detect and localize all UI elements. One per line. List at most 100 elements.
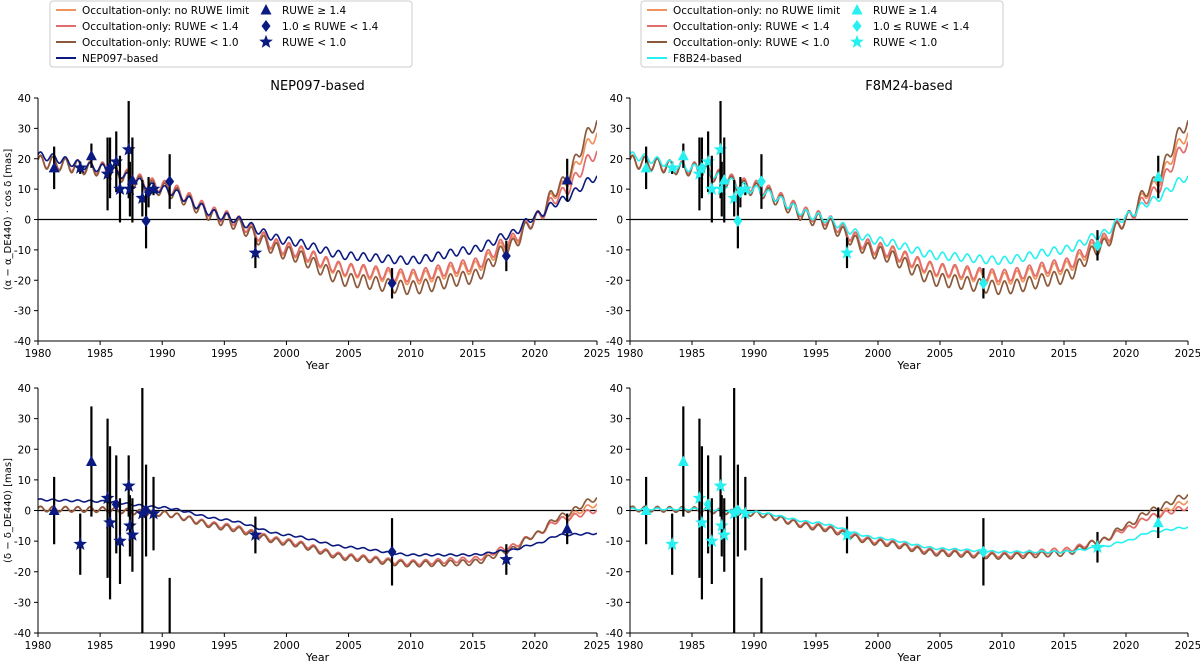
y-tick-label: 0	[24, 215, 31, 227]
x-axis-label: Year	[305, 651, 330, 663]
x-tick-label: 2020	[522, 640, 549, 652]
data-point	[1152, 516, 1164, 528]
legend-marker-swatch	[260, 4, 272, 15]
series-line-2	[38, 496, 597, 568]
x-tick-label: 1980	[25, 640, 52, 652]
x-tick-label: 2015	[1051, 348, 1078, 360]
data-point	[135, 506, 150, 520]
data-point	[640, 504, 652, 515]
data-point	[677, 455, 689, 466]
data-point	[727, 506, 742, 520]
data-point	[1152, 170, 1164, 182]
data-point	[73, 160, 88, 174]
data-point	[141, 504, 151, 517]
y-tick-label: 0	[24, 506, 31, 518]
data-point	[840, 245, 854, 259]
x-axis-label: Year	[305, 359, 330, 372]
x-tick-label: 2000	[273, 640, 300, 652]
panel-title: NEP097-based	[270, 79, 365, 94]
data-point	[126, 174, 138, 185]
y-tick-label: 20	[18, 154, 31, 166]
data-point	[561, 174, 573, 185]
legend-box	[49, 0, 413, 68]
x-axis-label: Year	[896, 359, 921, 372]
x-tick-label: 2025	[584, 348, 611, 360]
y-tick-label: 0	[616, 215, 623, 227]
y-tick-label: -20	[14, 567, 31, 579]
legend-label: Occultation-only: RUWE < 1.0	[673, 37, 830, 49]
y-tick-label: -30	[606, 306, 623, 318]
x-axis-label: Year	[896, 651, 921, 663]
y-tick-label: -10	[606, 536, 623, 548]
y-tick-label: -40	[14, 336, 31, 348]
panel-top-right: 1980 1985 1990 1995 2000 2005 2010 2015 2020 2025…	[606, 79, 1200, 372]
data-point	[561, 522, 573, 534]
legend-label: Occultation-only: RUWE < 1.0	[82, 37, 239, 49]
y-tick-label: 40	[610, 383, 623, 395]
legend-label: Occultation-only: RUWE < 1.4	[673, 21, 830, 33]
series-line-2	[630, 493, 1188, 560]
x-tick-label: 2000	[273, 348, 300, 360]
data-point	[123, 181, 137, 195]
data-point	[733, 504, 743, 517]
series-line-1	[38, 150, 597, 283]
x-tick-label: 2020	[1113, 348, 1140, 360]
x-tick-label: 1990	[741, 640, 768, 652]
y-tick-label: -40	[14, 628, 31, 640]
data-point	[48, 504, 60, 515]
x-tick-label: 2000	[865, 640, 892, 652]
data-point	[121, 142, 136, 156]
x-tick-label: 2010	[989, 348, 1016, 360]
data-point	[501, 249, 511, 262]
data-point	[499, 552, 514, 566]
y-tick-label: -20	[14, 275, 31, 287]
panel-bottom-right: 1980 1985 1990 1995 2000 2005 2010 2015 2020 2025…	[606, 383, 1200, 664]
data-point	[714, 518, 729, 532]
data-point	[125, 527, 140, 541]
data-point	[105, 161, 115, 174]
x-tick-label: 1985	[679, 348, 706, 360]
x-tick-label: 1990	[741, 348, 768, 360]
series-line-3	[38, 151, 597, 266]
series-line-1	[38, 505, 597, 566]
x-tick-label: 2025	[584, 640, 611, 652]
data-point	[756, 175, 766, 188]
x-tick-label: 2010	[989, 640, 1016, 652]
x-tick-label: 1995	[803, 640, 830, 652]
x-tick-label: 1995	[803, 348, 830, 360]
x-tick-label: 1995	[211, 640, 238, 652]
series-line-1	[630, 141, 1188, 283]
data-point	[717, 527, 732, 541]
x-tick-label: 1980	[25, 348, 52, 360]
data-point	[703, 498, 713, 511]
data-point	[713, 142, 728, 156]
y-tick-label: 30	[610, 414, 623, 426]
data-point	[840, 527, 854, 541]
x-tick-label: 2010	[397, 348, 424, 360]
x-tick-label: 2020	[522, 348, 549, 360]
y-tick-label: 40	[18, 383, 31, 395]
y-tick-label: 10	[610, 184, 623, 196]
legend-marker-swatch	[850, 34, 864, 48]
data-point	[640, 161, 652, 173]
x-tick-label: 2000	[865, 348, 892, 360]
data-point	[141, 215, 151, 228]
data-point	[677, 149, 689, 161]
data-point	[100, 166, 115, 180]
y-tick-label: -40	[606, 628, 623, 640]
legend-label: NEP097-based	[82, 53, 158, 65]
x-tick-label: 2005	[335, 348, 362, 360]
data-point	[85, 149, 97, 161]
x-tick-label: 1990	[149, 348, 176, 360]
data-point	[718, 174, 730, 185]
data-point	[713, 478, 728, 492]
legend-right: Occultation-only: no RUWE limit Occultati…	[640, 0, 1004, 68]
x-tick-label: 2025	[1175, 640, 1200, 652]
legend-marker-swatch	[261, 20, 271, 32]
data-point	[146, 506, 161, 520]
y-tick-label: 0	[616, 506, 623, 518]
panel-bottom-left: 1980 1985 1990 1995 2000 2005 2010 2015 2020 2025…	[3, 383, 611, 664]
data-point	[738, 506, 753, 520]
data-point	[387, 277, 397, 290]
